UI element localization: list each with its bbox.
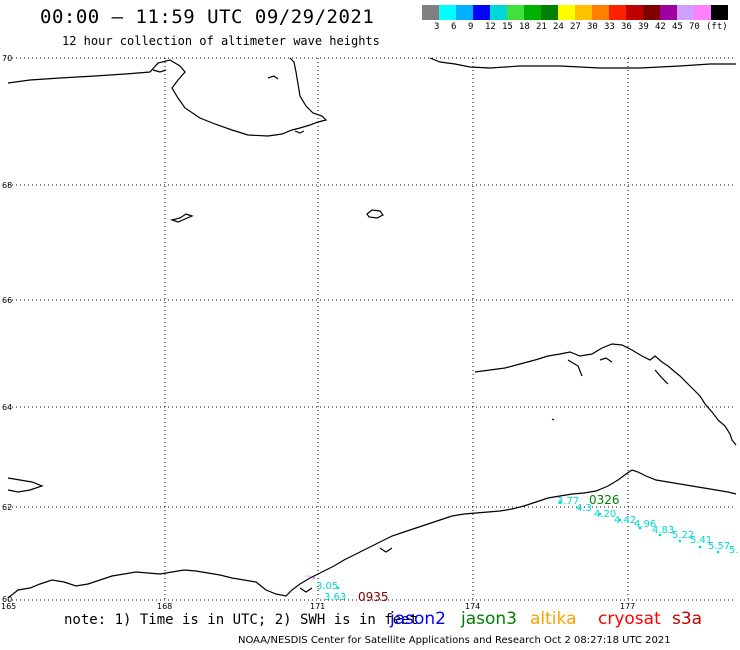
obs-label: 3.77 bbox=[557, 496, 579, 507]
legend-swatch bbox=[660, 5, 677, 20]
lon-label-168: 168 bbox=[157, 602, 172, 611]
legend-tick-label: 36 bbox=[621, 22, 632, 32]
legend-swatch bbox=[422, 5, 439, 20]
legend-tick-label: 70 bbox=[689, 22, 700, 32]
satellite-jason2: jason2 bbox=[390, 609, 446, 629]
legend-swatch bbox=[626, 5, 643, 20]
lon-label-177: 177 bbox=[620, 602, 635, 611]
units-note: note: 1) Time is in UTC; 2) SWH is in fe… bbox=[64, 612, 419, 628]
obs-label: 0935 bbox=[358, 590, 389, 604]
legend-swatch bbox=[558, 5, 575, 20]
satellite-track bbox=[312, 500, 720, 590]
legend-swatch bbox=[541, 5, 558, 20]
legend-tick-label: 18 bbox=[519, 22, 530, 32]
satellite-jason3: jason3 bbox=[461, 609, 517, 629]
legend-tick-label: 21 bbox=[536, 22, 547, 32]
obs-label: 5.22 bbox=[672, 530, 694, 541]
legend-swatch bbox=[643, 5, 660, 20]
legend-tick-label: 33 bbox=[604, 22, 615, 32]
legend-swatch bbox=[694, 5, 711, 20]
legend-swatch bbox=[524, 5, 541, 20]
legend-tick-label: 30 bbox=[587, 22, 598, 32]
lat-label-70: 70 bbox=[2, 54, 12, 63]
legend-swatch bbox=[677, 5, 694, 20]
obs-label: 4.83 bbox=[652, 525, 674, 536]
lon-label-171: 171 bbox=[310, 602, 325, 611]
legend-tick-label: 42 bbox=[655, 22, 666, 32]
legend-tick-label: 9 bbox=[468, 22, 474, 32]
obs-label: 5.41 bbox=[690, 535, 712, 546]
page-subtitle: 12 hour collection of altimeter wave hei… bbox=[62, 34, 380, 48]
legend-tick-label: 39 bbox=[638, 22, 649, 32]
lat-label-66: 66 bbox=[2, 296, 12, 305]
legend-tick-label: (ft) bbox=[706, 22, 728, 32]
legend-tick-label: 6 bbox=[451, 22, 457, 32]
obs-label: 4.20 bbox=[594, 509, 616, 520]
color-legend bbox=[422, 5, 728, 20]
lat-label-62: 62 bbox=[2, 503, 12, 512]
obs-label: 0326 bbox=[589, 493, 620, 507]
legend-tick-label: 12 bbox=[485, 22, 496, 32]
legend-swatch bbox=[439, 5, 456, 20]
lat-label-64: 64 bbox=[2, 403, 12, 412]
lon-label-165: 165 bbox=[1, 602, 16, 611]
credit-footer: NOAA/NESDIS Center for Satellite Applica… bbox=[238, 635, 671, 646]
obs-label: 3.63 bbox=[324, 592, 346, 603]
satellite-cryosat: cryosat bbox=[598, 609, 661, 629]
graticule bbox=[8, 57, 736, 601]
obs-label: ~ bbox=[304, 572, 312, 582]
legend-tick-label: 27 bbox=[570, 22, 581, 32]
legend-tick-label: 45 bbox=[672, 22, 683, 32]
page-title: 00:00 – 11:59 UTC 09/29/2021 bbox=[40, 6, 375, 28]
coastline bbox=[7, 57, 737, 599]
obs-label: 4.42 bbox=[614, 515, 636, 526]
lat-label-60: 60 bbox=[2, 595, 12, 604]
legend-swatch bbox=[609, 5, 626, 20]
legend-swatch bbox=[473, 5, 490, 20]
satellite-altika: altika bbox=[530, 609, 577, 629]
legend-tick-label: 3 bbox=[434, 22, 440, 32]
obs-label: 5.57 bbox=[708, 541, 730, 552]
legend-swatch bbox=[592, 5, 609, 20]
obs-label: 3.05 bbox=[316, 581, 338, 592]
legend-swatch bbox=[456, 5, 473, 20]
legend-swatch bbox=[575, 5, 592, 20]
legend-swatch bbox=[490, 5, 507, 20]
obs-label: 4.3 bbox=[576, 503, 592, 514]
lat-label-68: 68 bbox=[2, 181, 12, 190]
lon-label-174: 174 bbox=[465, 602, 480, 611]
legend-swatch bbox=[507, 5, 524, 20]
legend-tick-label: 15 bbox=[502, 22, 513, 32]
satellite-s3a: s3a bbox=[672, 609, 703, 629]
obs-label: 4.96 bbox=[634, 519, 656, 530]
legend-tick-label: 24 bbox=[553, 22, 564, 32]
obs-label: 5. bbox=[729, 545, 739, 556]
legend-swatch bbox=[711, 5, 728, 20]
